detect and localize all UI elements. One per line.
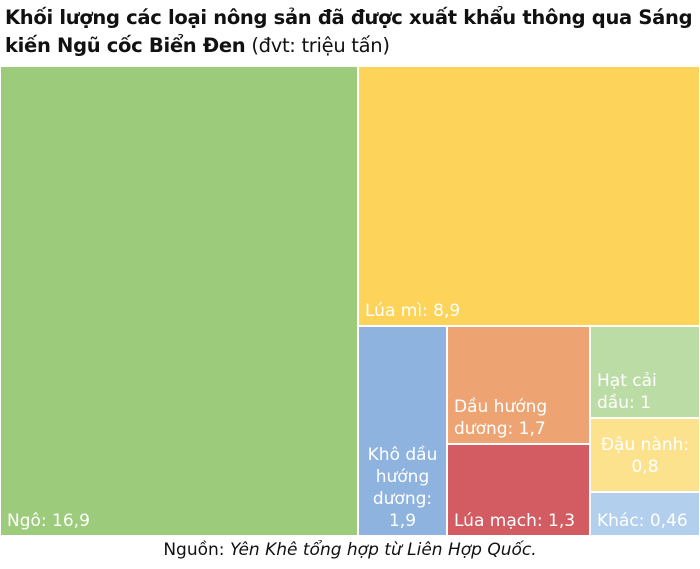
tile-rect-lua-mi (359, 67, 699, 325)
tile-ngo: Ngô: 16,9 (1, 67, 357, 535)
tile-dau-nanh: Đậu nành: 0,8 (591, 419, 699, 491)
tile-rect-lua-mach (448, 445, 589, 535)
tile-rect-ngo (1, 67, 357, 535)
tile-label-ngo: Ngô: 16,9 (7, 511, 90, 531)
treemap-chart: Ngô: 16,9 Lúa mì: 8,9 Khô dầu hướng dương: 1,… (1, 67, 699, 535)
tile-kho-dau-huong-duong: Khô dầu hướng dương: 1,9 (359, 327, 446, 535)
tile-label-dau-nanh: Đậu nành: 0,8 (601, 435, 689, 477)
tile-label-khac: Khác: 0,46 (597, 511, 688, 531)
tile-rect-kho-dau-huong-duong (359, 327, 446, 535)
source-prefix: Nguồn: (163, 540, 225, 560)
tile-rect-khac (591, 493, 699, 535)
tile-rect-dau-nanh (591, 419, 699, 491)
source-text: Yên Khê tổng hợp từ Liên Hợp Quốc. (229, 540, 537, 560)
chart-title-main: Khối lượng các loại nông sản đã được xuấ… (5, 6, 693, 57)
chart-source: Nguồn: Yên Khê tổng hợp từ Liên Hợp Quốc… (0, 540, 700, 560)
tile-rect-dau-huong-duong (448, 327, 589, 443)
tile-label-dau-huong-duong: Dầu hướng dương: 1,7 (454, 396, 547, 439)
tile-hat-cai-dau: Hạt cải dầu: 1 (591, 327, 699, 417)
tile-rect-hat-cai-dau (591, 327, 699, 417)
chart-title: Khối lượng các loại nông sản đã được xuấ… (5, 4, 695, 60)
tile-lua-mi: Lúa mì: 8,9 (359, 67, 699, 325)
tile-label-kho-dau-huong-duong: Khô dầu hướng dương: 1,9 (368, 444, 438, 531)
tile-dau-huong-duong: Dầu hướng dương: 1,7 (448, 327, 589, 443)
chart-title-unit: (đvt: triệu tấn) (251, 34, 390, 57)
tile-label-lua-mach: Lúa mạch: 1,3 (454, 511, 575, 531)
tile-label-hat-cai-dau: Hạt cải dầu: 1 (597, 371, 657, 413)
tile-khac: Khác: 0,46 (591, 493, 699, 535)
tile-label-lua-mi: Lúa mì: 8,9 (365, 301, 460, 321)
tile-lua-mach: Lúa mạch: 1,3 (448, 445, 589, 535)
